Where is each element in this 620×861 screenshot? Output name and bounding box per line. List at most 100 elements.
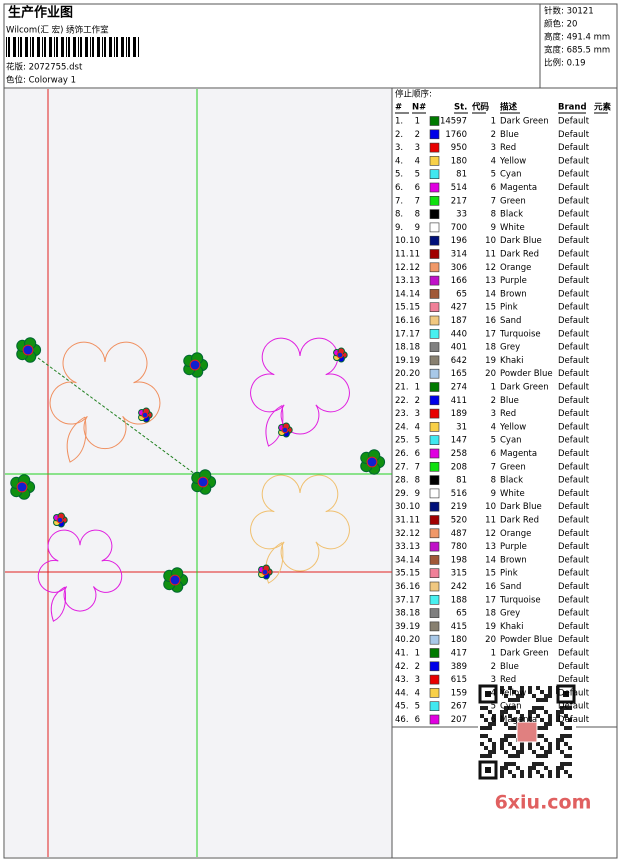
swatch (429, 501, 440, 512)
swatch (429, 196, 440, 206)
cell: Powder Blue (500, 369, 553, 379)
cell: Default (558, 196, 590, 206)
cell: 29. (395, 489, 409, 499)
bar (30, 37, 31, 57)
cell: 3 (491, 675, 496, 685)
cell: 38. (395, 609, 409, 619)
swatch (429, 648, 440, 658)
cell: 16 (485, 316, 496, 326)
cell: 147 (451, 436, 467, 446)
qr-dot (564, 714, 568, 718)
cell: 9 (415, 223, 420, 233)
cell: 65 (456, 609, 467, 619)
swatch (429, 302, 440, 313)
cell: 11 (409, 250, 420, 260)
qr-dot (528, 718, 532, 722)
cell: 37. (395, 595, 409, 605)
cell: White (500, 223, 525, 233)
cell: 20 (485, 369, 496, 379)
cell: Red (500, 675, 516, 685)
cell: Cyan (500, 702, 522, 712)
swatch (429, 355, 440, 366)
cell: 5 (491, 702, 496, 712)
cell: 10 (409, 502, 420, 512)
qr-dot (560, 734, 564, 738)
cell: 18 (409, 609, 420, 619)
cell: 5. (395, 170, 403, 180)
swatch (429, 382, 440, 392)
cell: 6 (491, 449, 496, 459)
cell: 19 (409, 622, 420, 632)
cell: 7 (415, 462, 420, 472)
qr-dot (484, 754, 488, 758)
qr-dot (564, 706, 568, 710)
flower-center (16, 481, 28, 493)
qr-dot (548, 750, 552, 754)
qr-dot (528, 690, 532, 694)
cell: 219 (451, 502, 467, 512)
cell: Default (558, 156, 590, 166)
cell: 16 (409, 316, 420, 326)
cell: 2. (395, 130, 403, 140)
flower-outline (250, 337, 350, 435)
cell: 6 (415, 449, 420, 459)
cell: Turquoise (499, 329, 541, 339)
qr-dot (512, 690, 516, 694)
swatch (429, 661, 440, 672)
qr-dot (540, 718, 544, 722)
cell: 5 (415, 436, 420, 446)
cell: 35. (395, 569, 409, 579)
cell: Default (558, 263, 590, 273)
cell: 18 (485, 609, 496, 619)
swatch (429, 209, 440, 219)
cell: 4 (415, 156, 420, 166)
colorway: 色位: Colorway 1 (6, 75, 76, 86)
swatch (429, 714, 440, 725)
cell: 23. (395, 409, 409, 419)
qr-finder-dot (563, 691, 569, 697)
cell: 45. (395, 702, 409, 712)
swatch (429, 422, 440, 432)
cell: Magenta (500, 183, 537, 193)
qr-dot (500, 770, 504, 774)
flower-center (261, 568, 269, 576)
cell: 3 (415, 409, 420, 419)
flower-center (169, 574, 181, 586)
cell: 13 (409, 276, 420, 286)
qr-dot (504, 762, 508, 766)
cell: 520 (451, 516, 467, 526)
swatch (429, 395, 440, 406)
qr-dot (556, 738, 560, 742)
qr-dot (488, 754, 492, 758)
cell: Default (558, 316, 590, 326)
qr-dot (528, 742, 532, 746)
cell: 440 (451, 329, 467, 339)
cell: Default (558, 303, 590, 313)
cell: Default (558, 582, 590, 592)
cell: Default (558, 210, 590, 220)
qr-dot (536, 742, 540, 746)
cell: 42. (395, 662, 409, 672)
cell: 31. (395, 516, 409, 526)
cell: Dark Green (500, 649, 549, 659)
cell: Green (500, 462, 526, 472)
swatch (429, 581, 440, 592)
bar (54, 37, 55, 57)
qr-dot (516, 694, 520, 698)
stat: 颜色: 20 (544, 19, 577, 30)
cell: Default (558, 329, 590, 339)
qr-dot (556, 742, 560, 746)
leaf (265, 405, 284, 447)
cell: 13 (485, 276, 496, 286)
cell: 2 (415, 396, 420, 406)
cell: Cyan (500, 170, 522, 180)
bar (68, 37, 70, 57)
qr-dot (540, 762, 544, 766)
qr-dot (536, 698, 540, 702)
swatch (429, 169, 440, 179)
qr-dot (540, 774, 544, 778)
watermark: 6xiu.com (495, 792, 592, 814)
cell: 13 (485, 542, 496, 552)
cell: 18 (409, 343, 420, 353)
bar (13, 37, 16, 57)
